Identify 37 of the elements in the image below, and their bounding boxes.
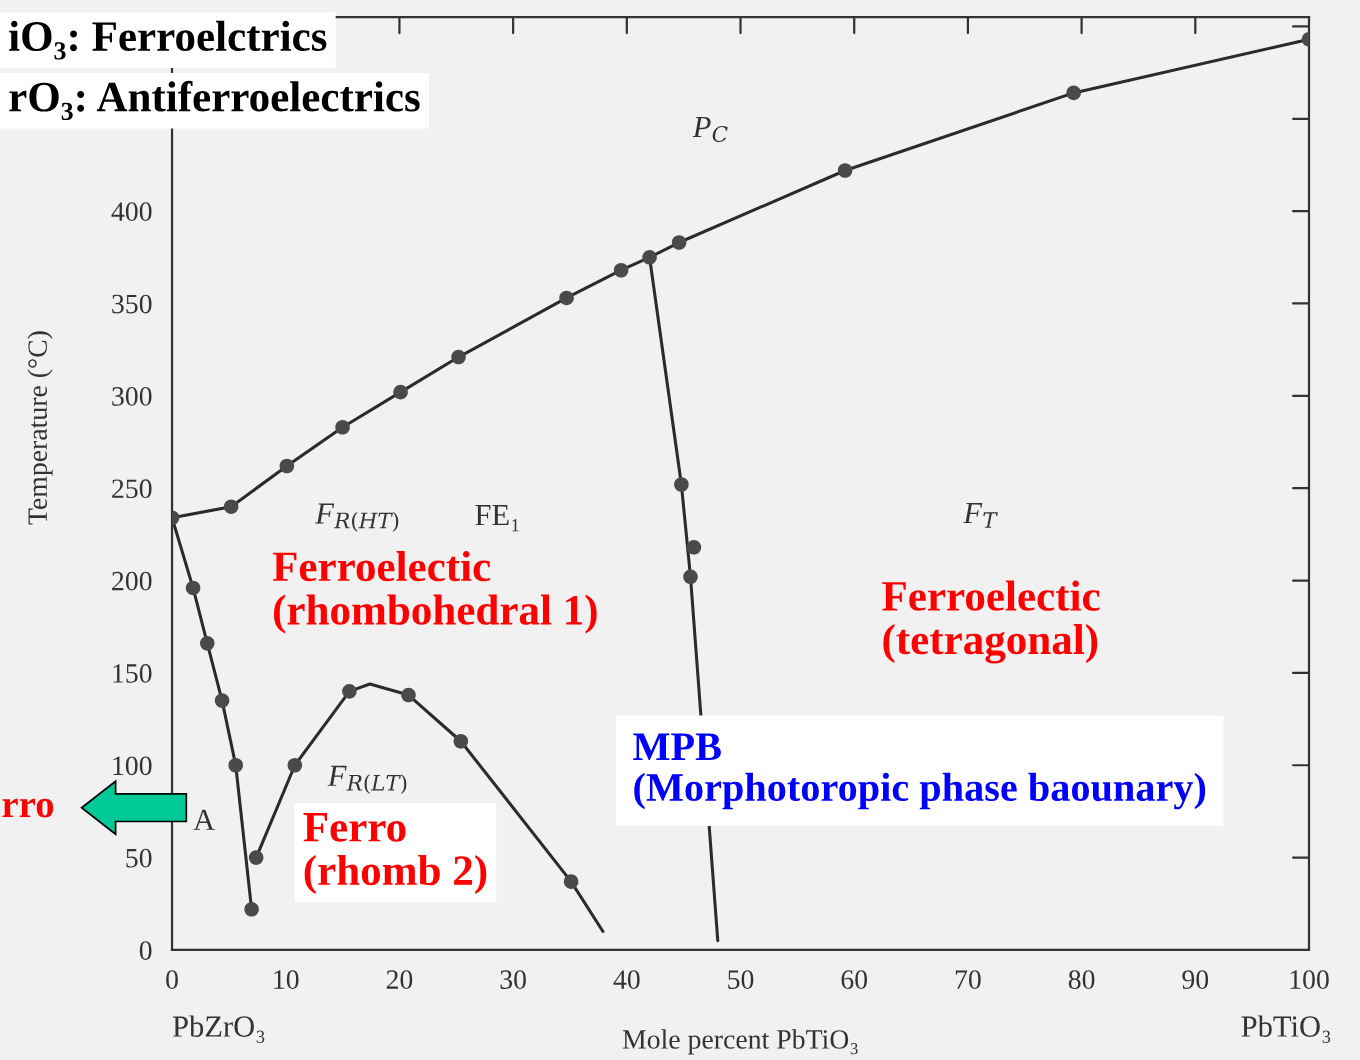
annotation: iO₃: Ferroelctrics [9,20,327,60]
annotation: A [193,809,215,830]
y-tick-label: 100 [113,756,152,776]
annotation: rO₃: Antiferroelectrics [9,80,420,121]
y-axis-title: Temperature (°C) [27,331,53,525]
annotation: F$_{T}$ [963,503,998,528]
annotation: Ferroelectic (rhombohedral 1) [272,550,597,634]
x-tick-label: 80 [1068,970,1095,989]
x-tick-label: 70 [955,970,981,989]
y-tick-label: 400 [111,202,152,222]
y-tick-label: 300 [112,387,152,406]
y-tick-label: 50 [126,848,152,868]
y-tick-label: 0 [139,941,152,960]
x-tick-label: 40 [613,970,640,989]
x-tick-label: 100 [1290,970,1329,989]
annotation: Ferro (rhomb 2) [303,813,487,895]
y-tick-label: 250 [112,479,152,499]
x-tick-label: 20 [386,970,413,989]
annotation: MPB (Morphotoropic phase baounary) [633,733,1206,810]
annotation: FE₁ [475,505,519,532]
annotation: P$_{C}$ [692,117,728,143]
x-tick-label: 50 [728,970,754,989]
text: PbTiO₃ [1241,1015,1331,1043]
x-tick-label: 60 [841,970,868,989]
text: rro [2,798,54,818]
x-tick-label: 0 [166,970,178,989]
x-tick-label: 90 [1182,970,1209,989]
annotation: F$_{R(HT)}$ [315,503,399,532]
annotation: F$_{R(LT)}$ [327,765,407,794]
annotation: Ferroelectic (tetragonal) [882,580,1100,664]
y-tick-label: 350 [112,294,152,314]
text: PbZrO₃ [172,1015,265,1043]
x-tick-label: 10 [274,970,299,989]
y-tick-label: 200 [112,571,152,591]
y-tick-label: 150 [113,664,152,683]
x-axis-title: Mole percent PbTiO₃ [622,1029,858,1055]
x-tick-label: 30 [500,970,526,989]
